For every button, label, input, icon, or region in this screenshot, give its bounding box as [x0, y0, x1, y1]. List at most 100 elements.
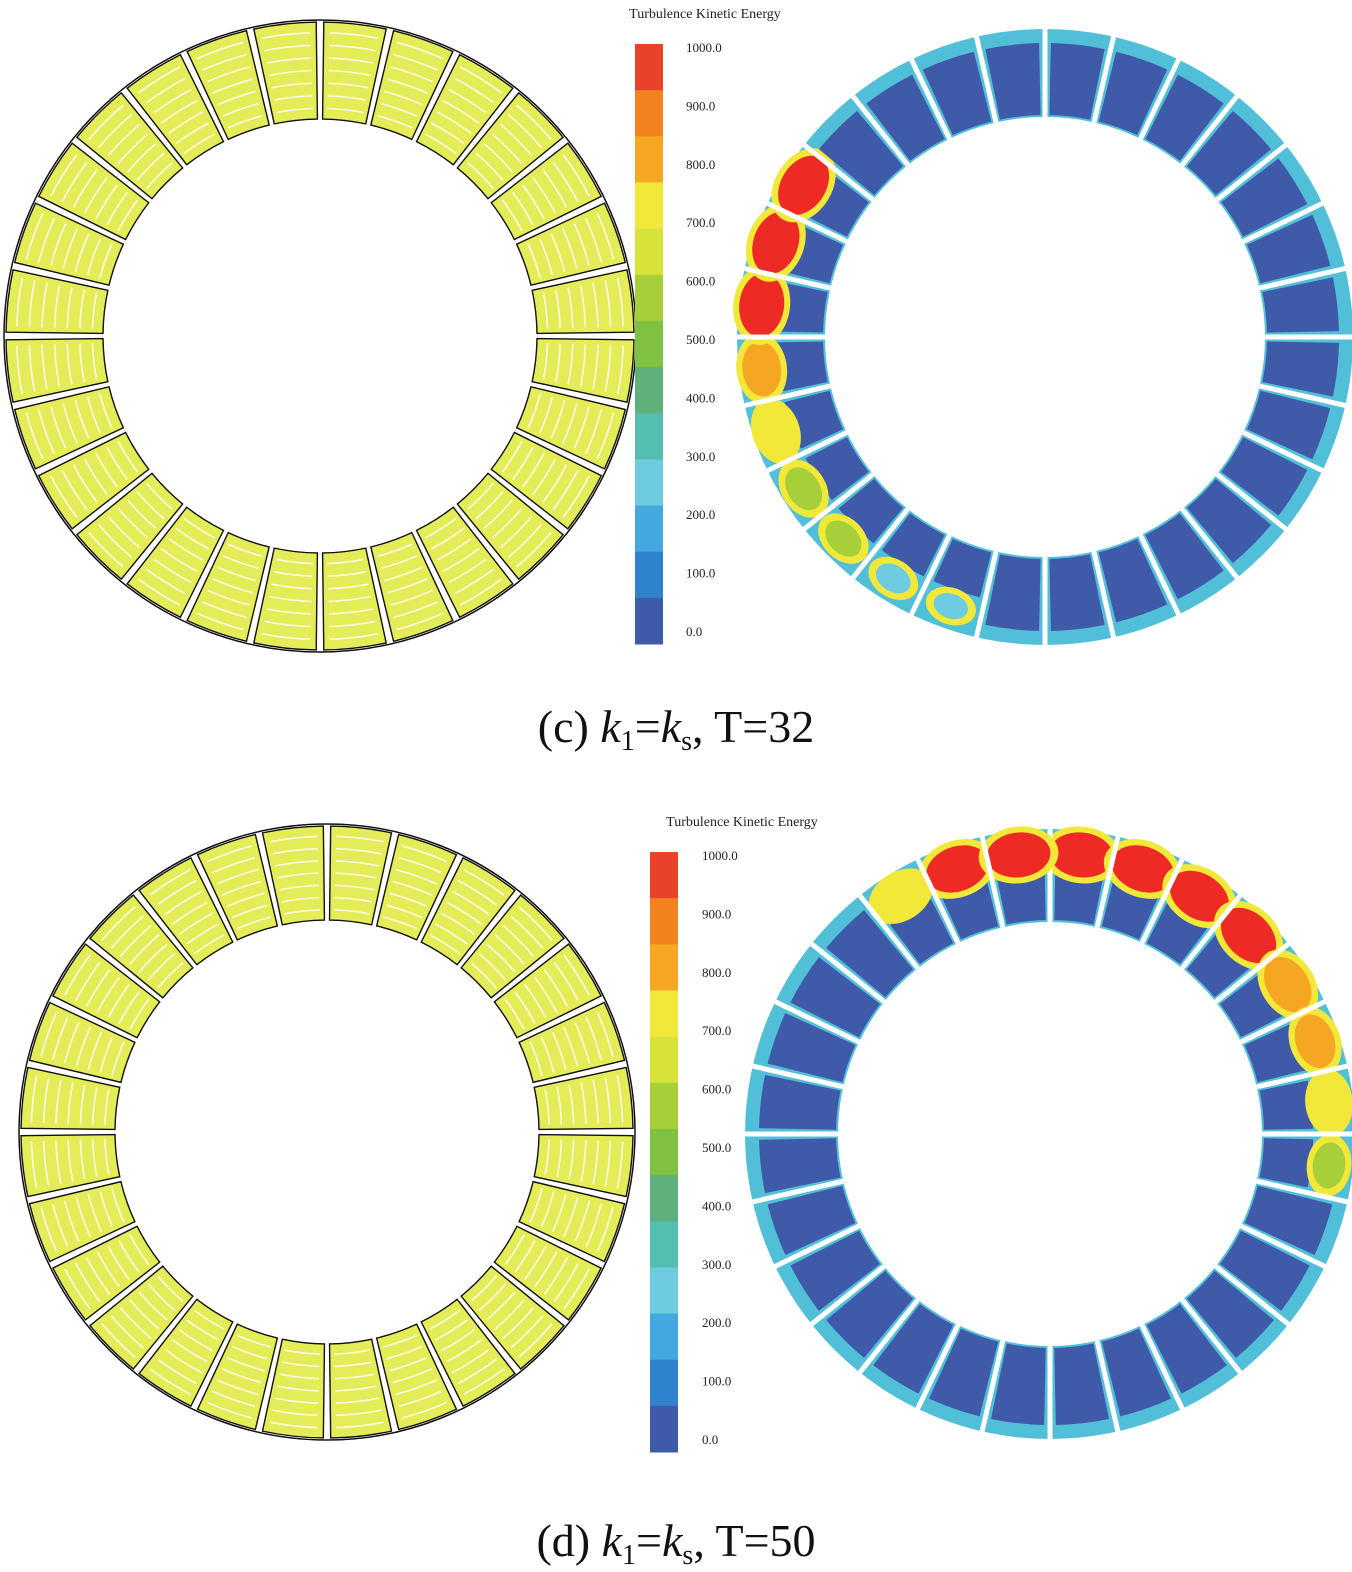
- d-streamline: [211, 856, 256, 874]
- c-streamline: [387, 578, 428, 594]
- d-passage: [420, 856, 516, 966]
- d-streamline: [129, 1299, 160, 1330]
- d-low-tke-region: [1259, 1138, 1314, 1188]
- d-streamline: [440, 912, 476, 935]
- colorbar-tick-label: 0.0: [702, 1432, 718, 1447]
- d-streamline: [336, 1409, 382, 1417]
- c-streamline: [552, 161, 579, 202]
- d-streamline: [518, 1323, 553, 1358]
- c-streamline: [542, 343, 549, 380]
- c-streamline: [175, 122, 210, 145]
- d-streamline: [42, 1077, 50, 1123]
- d-streamline: [236, 1334, 271, 1348]
- d-streamline: [452, 890, 490, 916]
- d-streamline: [51, 1016, 69, 1061]
- c-streamline: [261, 632, 311, 641]
- d-streamline: [67, 1140, 74, 1182]
- c-streamline: [491, 133, 523, 165]
- c-passage: [369, 29, 454, 141]
- c-low-tke-region: [933, 538, 992, 598]
- d-low-tke-region: [1219, 1230, 1310, 1311]
- d-low-tke-region: [1186, 1270, 1274, 1358]
- c-low-tke-region: [1262, 277, 1339, 333]
- c-streamline: [511, 446, 534, 481]
- d-streamline: [574, 1200, 591, 1243]
- c-streamline: [217, 566, 257, 582]
- d-streamline: [429, 934, 461, 955]
- d-vane-separator: [772, 1223, 861, 1270]
- d-vane-separator: [914, 856, 961, 945]
- c-streamline: [454, 77, 495, 104]
- c-streamline: [168, 111, 204, 134]
- d-low-tke-region: [826, 1270, 914, 1358]
- c-high-tke-blob: [742, 341, 782, 397]
- d-streamline: [40, 1011, 58, 1058]
- c-high-tke-blob: [757, 406, 795, 456]
- c-streamline: [261, 31, 311, 40]
- d-streamline: [544, 1089, 550, 1125]
- d-streamline: [282, 1361, 320, 1368]
- c-low-tke-region: [985, 554, 1041, 631]
- d-streamline: [452, 1348, 490, 1374]
- c-streamline: [227, 543, 263, 557]
- d-vane-separator: [1239, 998, 1328, 1045]
- c-streamline: [328, 69, 371, 77]
- caption-k1-sub: 1: [620, 726, 635, 757]
- d-streamline: [30, 1075, 38, 1123]
- c-ring-hole: [825, 117, 1265, 557]
- d-streamline: [398, 856, 443, 874]
- d-streamline: [585, 1203, 603, 1248]
- c-vane-separator: [764, 430, 848, 474]
- panel-c: Turbulence Kinetic Energy 1000.0 900.0 800…: [0, 0, 1352, 780]
- d-streamline: [470, 962, 497, 989]
- d-streamline: [270, 1421, 318, 1429]
- c-vane-separator: [1138, 534, 1182, 618]
- c-streamline: [596, 212, 615, 260]
- c-high-tke-blob: [752, 211, 800, 274]
- c-low-tke-region: [838, 478, 904, 544]
- d-high-tke-blob: [1111, 845, 1174, 893]
- c-streamline: [138, 578, 181, 606]
- colorbar-swatch: [650, 1175, 678, 1222]
- d-streamline: [386, 1345, 423, 1360]
- c-streamline: [153, 558, 192, 584]
- c-high-tke-blob: [778, 155, 830, 215]
- d-streamline: [111, 1041, 125, 1076]
- c-streamline: [616, 345, 625, 395]
- d-streamline: [395, 1379, 438, 1396]
- c-streamline: [66, 287, 73, 328]
- c-streamline: [28, 280, 36, 327]
- c-streamline: [448, 88, 487, 114]
- c-low-tke-region: [1098, 51, 1168, 136]
- d-passage: [375, 833, 458, 941]
- d-streamline: [563, 1197, 579, 1238]
- c-streamline: [269, 69, 312, 77]
- c-streamline: [555, 343, 561, 383]
- c-streamline: [585, 409, 603, 455]
- d-streamline: [553, 961, 580, 1002]
- d-streamline: [236, 916, 271, 930]
- c-streamline: [328, 595, 371, 603]
- colorbar-tick-label: 200.0: [686, 507, 715, 522]
- c-vane-separator: [1258, 265, 1348, 291]
- c-streamline: [126, 499, 157, 530]
- d-streamline: [79, 1084, 86, 1125]
- c-streamline: [327, 571, 367, 577]
- d-streamline: [335, 860, 380, 867]
- d-streamline: [543, 1257, 569, 1295]
- d-streamline: [486, 1291, 516, 1321]
- caption-prefix: (c): [537, 701, 601, 752]
- colorbar-swatch: [650, 1082, 678, 1130]
- c-streamline: [117, 133, 149, 165]
- c-streamline: [66, 344, 73, 385]
- c-streamline: [499, 123, 533, 157]
- c-streamline: [542, 292, 549, 329]
- colorbar-tick-label: 800.0: [686, 157, 715, 172]
- d-streamline: [63, 1021, 80, 1064]
- d-passage: [89, 894, 194, 999]
- d-passage: [420, 1298, 516, 1408]
- d-streamline: [585, 1016, 603, 1061]
- c-streamline: [88, 104, 124, 140]
- colorbar-tick-label: 500.0: [686, 332, 715, 347]
- d-streamline: [435, 923, 468, 945]
